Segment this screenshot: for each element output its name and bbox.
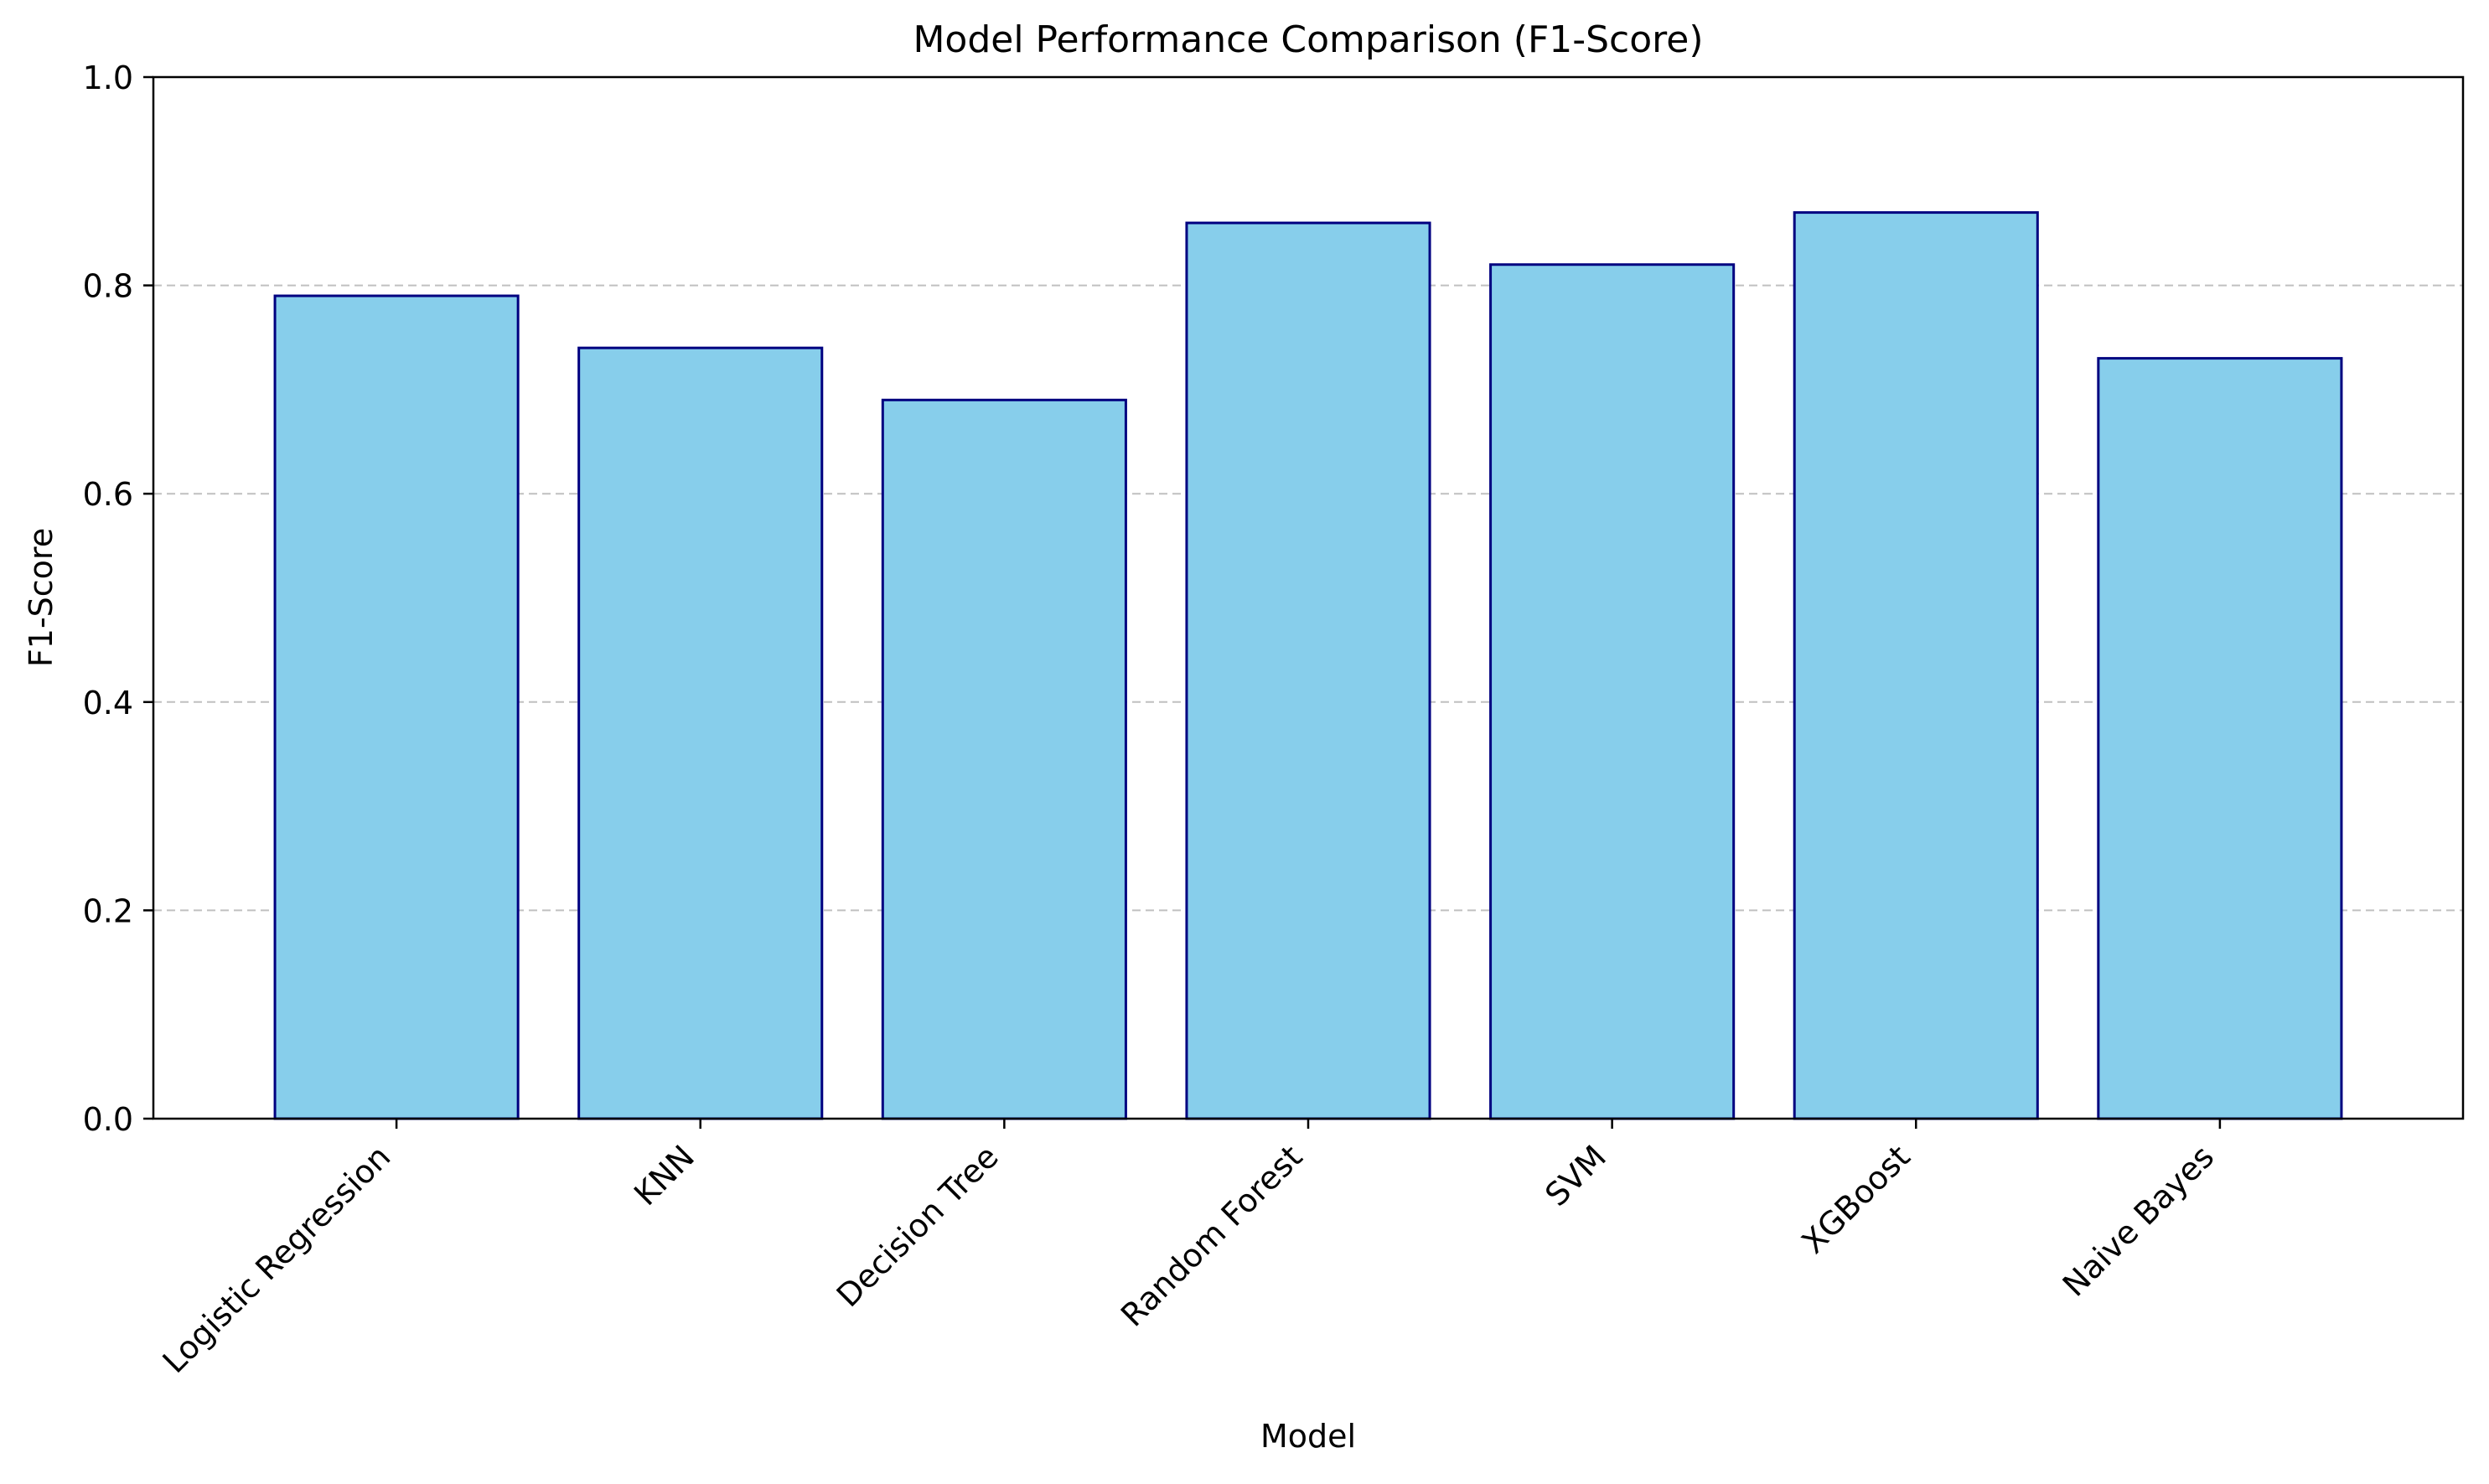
x-tick-label: SVM — [1538, 1138, 1613, 1213]
y-axis: 0.0 0.2 0.4 0.6 0.8 1.0 — [83, 59, 153, 1138]
bars — [273, 211, 2343, 1120]
bar-svm — [1489, 263, 1736, 1120]
x-tick-label: Naive Bayes — [2056, 1138, 2221, 1303]
bar-logistic-regression — [273, 294, 520, 1120]
bar-random-forest — [1185, 221, 1431, 1120]
bar-naive-bayes — [2097, 357, 2343, 1120]
y-tick-label: 1.0 — [83, 59, 133, 96]
x-axis: Logistic Regression KNN Decision Tree Rando… — [156, 1119, 2221, 1380]
y-tick-label: 0.2 — [83, 892, 133, 929]
x-tick-label: Random Forest — [1114, 1138, 1309, 1333]
x-tick-label: Logistic Regression — [156, 1138, 398, 1380]
bar-xgboost — [1793, 211, 2039, 1120]
chart-title: Model Performance Comparison (F1-Score) — [913, 18, 1703, 61]
x-axis-label: Model — [1260, 1418, 1356, 1455]
y-tick-label: 0.4 — [83, 685, 133, 721]
x-tick-label: KNN — [627, 1138, 701, 1213]
bar-knn — [577, 346, 824, 1120]
y-tick-label: 0.0 — [83, 1101, 133, 1138]
y-axis-label: F1-Score — [23, 528, 60, 667]
bar-decision-tree — [881, 398, 1127, 1120]
x-tick-label: Decision Tree — [830, 1138, 1006, 1314]
x-tick-label: XGBoost — [1794, 1138, 1917, 1260]
y-tick-label: 0.8 — [83, 268, 133, 305]
y-tick-label: 0.6 — [83, 476, 133, 513]
